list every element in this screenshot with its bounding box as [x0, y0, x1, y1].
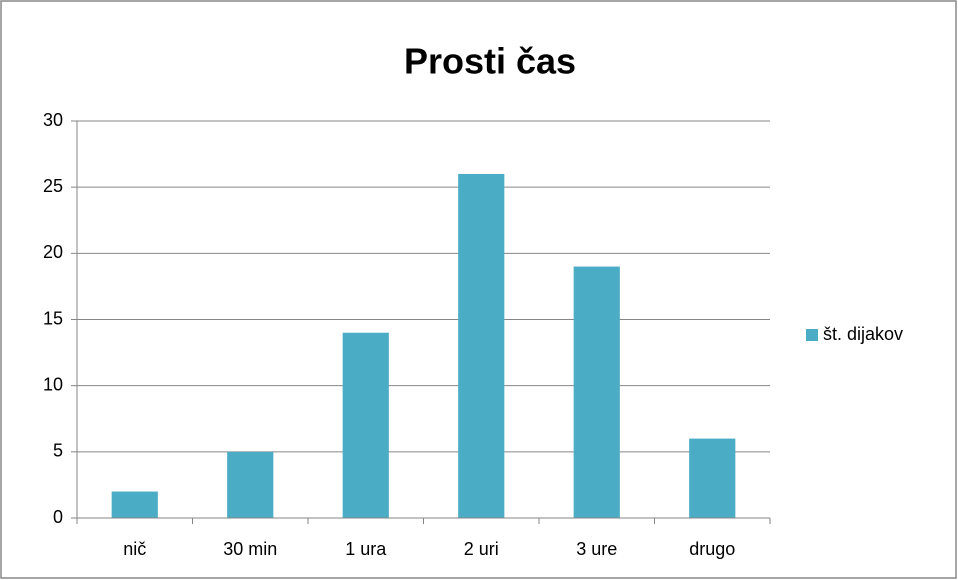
y-tick-label: 30: [43, 110, 63, 130]
legend-swatch: [806, 329, 818, 341]
y-tick-label: 20: [43, 242, 63, 262]
x-tick-label: nič: [123, 539, 146, 559]
y-tick-label: 5: [53, 441, 63, 461]
x-tick-label: 2 uri: [464, 539, 499, 559]
x-tick-label: 30 min: [223, 539, 277, 559]
y-tick-label: 10: [43, 374, 63, 394]
bar: [573, 266, 620, 518]
x-tick-label: 3 ure: [576, 539, 617, 559]
bar: [458, 173, 505, 518]
y-tick-label: 15: [43, 308, 63, 328]
bar: [689, 438, 736, 518]
bar: [342, 332, 389, 518]
x-tick-label: drugo: [689, 539, 735, 559]
legend-label: št. dijakov: [823, 324, 903, 344]
chart-title: Prosti čas: [404, 41, 576, 82]
bar: [227, 451, 274, 518]
y-tick-label: 0: [53, 507, 63, 527]
y-tick-label: 25: [43, 176, 63, 196]
bar: [111, 491, 158, 518]
x-tick-label: 1 ura: [345, 539, 387, 559]
